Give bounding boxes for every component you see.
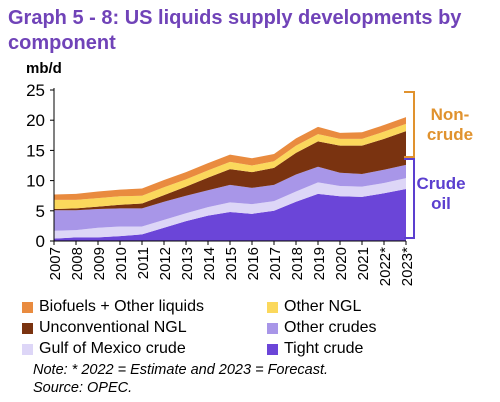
legend-label: Gulf of Mexico crude <box>39 340 186 357</box>
legend-swatch-other-ngl <box>267 301 278 313</box>
crude-oil-bracket <box>404 158 415 239</box>
legend-swatch-other-crudes <box>267 322 278 334</box>
non-crude-bracket <box>404 91 415 158</box>
x-tick-label: 2021 <box>355 247 372 280</box>
y-axis-unit-label: mb/d <box>26 60 62 77</box>
x-tick-label: 2020 <box>333 247 350 280</box>
chart-title: Graph 5 - 8: US liquids supply developme… <box>8 7 462 54</box>
legend-label: Other NGL <box>284 298 362 315</box>
non-crude-label: Non- <box>431 105 470 124</box>
stacked-area-chart: 0 5 10 15 20 25 2007 2008 2009 2010 2011 2012 2013 20… <box>26 81 473 286</box>
x-tick-label: 2009 <box>91 247 108 280</box>
area-other-ngl <box>54 123 406 209</box>
legend-swatch-gulf-of-mexico <box>22 343 33 355</box>
y-tick-label: 0 <box>36 232 45 251</box>
x-tick-label: 2016 <box>245 247 262 280</box>
x-tick-label: 2018 <box>289 247 306 280</box>
x-tick-label: 2010 <box>113 247 130 280</box>
legend-swatch-unconventional-ngl <box>22 322 33 334</box>
axes-group: 0 5 10 15 20 25 2007 2008 2009 2010 2011 2012 2013 20… <box>26 81 416 286</box>
note-forecast: Note: * 2022 = Estimate and 2023 = Forec… <box>33 362 329 378</box>
x-tick-label: 2022* <box>377 247 394 286</box>
x-tick-label: 2012 <box>157 247 174 280</box>
x-tick-label: 2013 <box>179 247 196 280</box>
legend-label: Biofuels + Other liquids <box>39 298 204 315</box>
chart-notes: Note: * 2022 = Estimate and 2023 = Forec… <box>33 361 328 397</box>
y-tick-label: 20 <box>26 111 45 130</box>
x-tick-label: 2007 <box>47 247 64 280</box>
y-tick-label: 10 <box>26 172 45 191</box>
area-gulf-of-mexico-crude <box>54 178 406 239</box>
legend-label: Unconventional NGL <box>39 319 187 336</box>
legend-swatch-tight-crude <box>267 343 278 355</box>
legend-item-other-crudes: Other crudes <box>267 319 376 337</box>
y-tick-label: 25 <box>26 81 45 100</box>
y-tick-label: 15 <box>26 141 45 160</box>
crude-oil-label: oil <box>431 194 451 213</box>
area-series-group <box>54 117 406 241</box>
y-tick-label: 5 <box>36 202 45 221</box>
x-tick-label: 2017 <box>267 247 284 280</box>
x-tick-label: 2023* <box>399 247 416 286</box>
area-unconventional-ngl <box>54 131 406 211</box>
legend-label: Other crudes <box>284 319 377 336</box>
legend-label: Tight crude <box>284 340 364 357</box>
area-biofuels-other-liquids <box>54 117 406 200</box>
x-tick-label: 2019 <box>311 247 328 280</box>
area-other-crudes <box>54 164 406 231</box>
legend-item-unconventional-ngl: Unconventional NGL <box>22 319 187 337</box>
crude-oil-label: Crude <box>416 174 465 193</box>
legend-item-other-ngl: Other NGL <box>267 298 361 316</box>
x-tick-label: 2015 <box>223 247 240 280</box>
legend-item-biofuels: Biofuels + Other liquids <box>22 298 204 316</box>
legend-item-tight-crude: Tight crude <box>267 340 363 358</box>
x-tick-label: 2008 <box>69 247 86 280</box>
x-tick-label: 2011 <box>135 247 152 279</box>
legend-item-gulf-of-mexico: Gulf of Mexico crude <box>22 340 186 358</box>
area-tight-crude <box>54 189 406 241</box>
x-tick-label: 2014 <box>201 247 218 280</box>
non-crude-label: crude <box>427 125 473 144</box>
note-source: Source: OPEC. <box>33 380 133 396</box>
legend-swatch-biofuels <box>22 301 33 313</box>
